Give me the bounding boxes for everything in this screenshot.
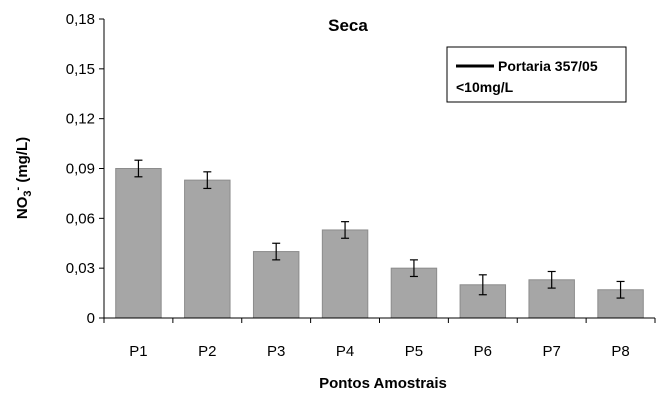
legend-box [446, 46, 627, 103]
bar-p3 [252, 251, 300, 319]
y-tick-label: 0,06 [66, 210, 95, 227]
x-tick-label-p7: P7 [543, 343, 561, 360]
y-tick-label: 0,09 [66, 161, 95, 178]
y-axis-label-main: NO [14, 196, 31, 219]
y-tick-label: 0,18 [66, 11, 95, 28]
bars-group [115, 168, 644, 319]
y-axis-label-superscript: - [12, 187, 24, 191]
y-axis-label: NO3- (mg/L) [12, 137, 34, 219]
error-bars-group [134, 159, 625, 299]
legend-entry-line2: <10mg/L [456, 79, 514, 95]
x-tick-label-p8: P8 [611, 343, 629, 360]
bar-p4 [321, 229, 369, 319]
x-tick-label-p3: P3 [267, 343, 285, 360]
axes-group: 0 0,03 0,06 0,09 0,12 0,15 0,18 P1 P2 P3 P4 P5 P6 P7 P… [66, 11, 656, 360]
bar-p8 [597, 289, 644, 319]
x-tick-label-p4: P4 [336, 343, 354, 360]
x-axis-label: Pontos Amostrais [319, 375, 447, 392]
chart-title: Seca [328, 16, 368, 35]
y-tick-label: 0,15 [66, 61, 95, 78]
legend-entry-line1: Portaria 357/05 [498, 58, 598, 74]
x-tick-label-p6: P6 [474, 343, 492, 360]
y-tick-label: 0,12 [66, 111, 95, 128]
y-tick-label: 0 [87, 310, 95, 327]
x-tick-label-p5: P5 [405, 343, 423, 360]
y-axis-label-unit: (mg/L) [14, 137, 31, 187]
y-tick-label: 0,03 [66, 260, 95, 277]
bar-p2 [184, 179, 231, 319]
x-tick-label-p2: P2 [198, 343, 216, 360]
y-axis-label-subscript: 3 [22, 191, 34, 197]
legend: Portaria 357/05 <10mg/L [446, 46, 627, 103]
bar-p1 [115, 168, 162, 319]
x-tick-label-p1: P1 [129, 343, 147, 360]
